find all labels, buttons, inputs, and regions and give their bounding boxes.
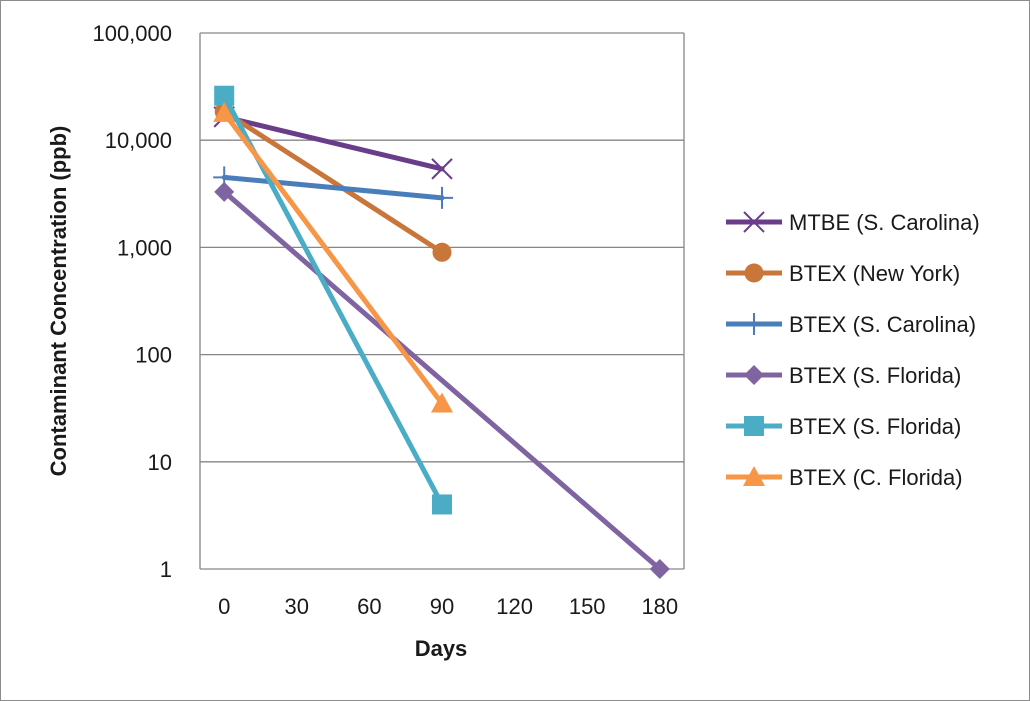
x-tick-label: 150 xyxy=(569,594,606,619)
triangle-marker xyxy=(213,101,236,122)
square-marker xyxy=(432,494,452,515)
triangle-marker xyxy=(431,392,453,413)
square-marker xyxy=(744,416,764,436)
x-marker xyxy=(431,158,453,180)
diamond-marker xyxy=(214,181,235,202)
plus-marker xyxy=(431,186,453,209)
x-tick-label: 120 xyxy=(496,594,533,619)
x-tick-label: 90 xyxy=(430,594,454,619)
legend-item: BTEX (S. Florida) xyxy=(726,414,961,439)
legend-item: BTEX (New York) xyxy=(726,261,960,286)
legend-label: BTEX (S. Carolina) xyxy=(789,312,976,337)
y-tick-label: 1 xyxy=(160,557,172,582)
legend-item: MTBE (S. Carolina) xyxy=(726,210,980,235)
diamond-marker xyxy=(744,365,764,385)
triangle-marker xyxy=(743,466,765,486)
y-tick-label: 10,000 xyxy=(105,128,172,153)
legend: MTBE (S. Carolina) BTEX (New York) BTEX (S… xyxy=(726,210,980,490)
legend-label: BTEX (New York) xyxy=(789,261,960,286)
y-tick-label: 1,000 xyxy=(117,235,172,260)
x-tick-label: 30 xyxy=(285,594,309,619)
legend-item: BTEX (S. Florida) xyxy=(726,363,961,388)
series-4 xyxy=(214,181,670,579)
series-line xyxy=(221,174,445,201)
series-line xyxy=(221,189,663,572)
plus-marker xyxy=(743,313,765,335)
legend-label: BTEX (S. Florida) xyxy=(789,414,961,439)
y-tick-label: 100,000 xyxy=(92,21,172,46)
y-tick-labels: 1 10 100 1,000 10,000 100,000 xyxy=(92,21,172,582)
circle-marker xyxy=(432,242,452,262)
gridlines xyxy=(199,32,685,570)
x-marker xyxy=(743,211,765,233)
y-tick-label: 100 xyxy=(135,343,172,368)
y-axis-title: Contaminant Concentration (ppb) xyxy=(46,126,71,477)
series-line xyxy=(221,109,445,255)
series-lines xyxy=(213,85,670,579)
legend-label: MTBE (S. Carolina) xyxy=(789,210,980,235)
legend-item: BTEX (S. Carolina) xyxy=(726,312,976,337)
x-tick-labels: 0 30 60 90 120 150 180 xyxy=(218,594,678,619)
y-tick-label: 10 xyxy=(148,450,172,475)
series-6 xyxy=(213,101,453,413)
square-marker xyxy=(214,85,235,106)
legend-label: BTEX (C. Florida) xyxy=(789,465,963,490)
legend-label: BTEX (S. Florida) xyxy=(789,363,961,388)
circle-marker xyxy=(744,263,764,283)
x-tick-label: 180 xyxy=(641,594,678,619)
series-3 xyxy=(213,166,453,209)
x-tick-label: 60 xyxy=(357,594,381,619)
diamond-marker xyxy=(649,559,670,579)
x-tick-label: 0 xyxy=(218,594,230,619)
series-line xyxy=(221,114,445,172)
x-axis-title: Days xyxy=(415,636,468,661)
series-line xyxy=(221,110,445,406)
legend-item: BTEX (C. Florida) xyxy=(726,465,963,490)
